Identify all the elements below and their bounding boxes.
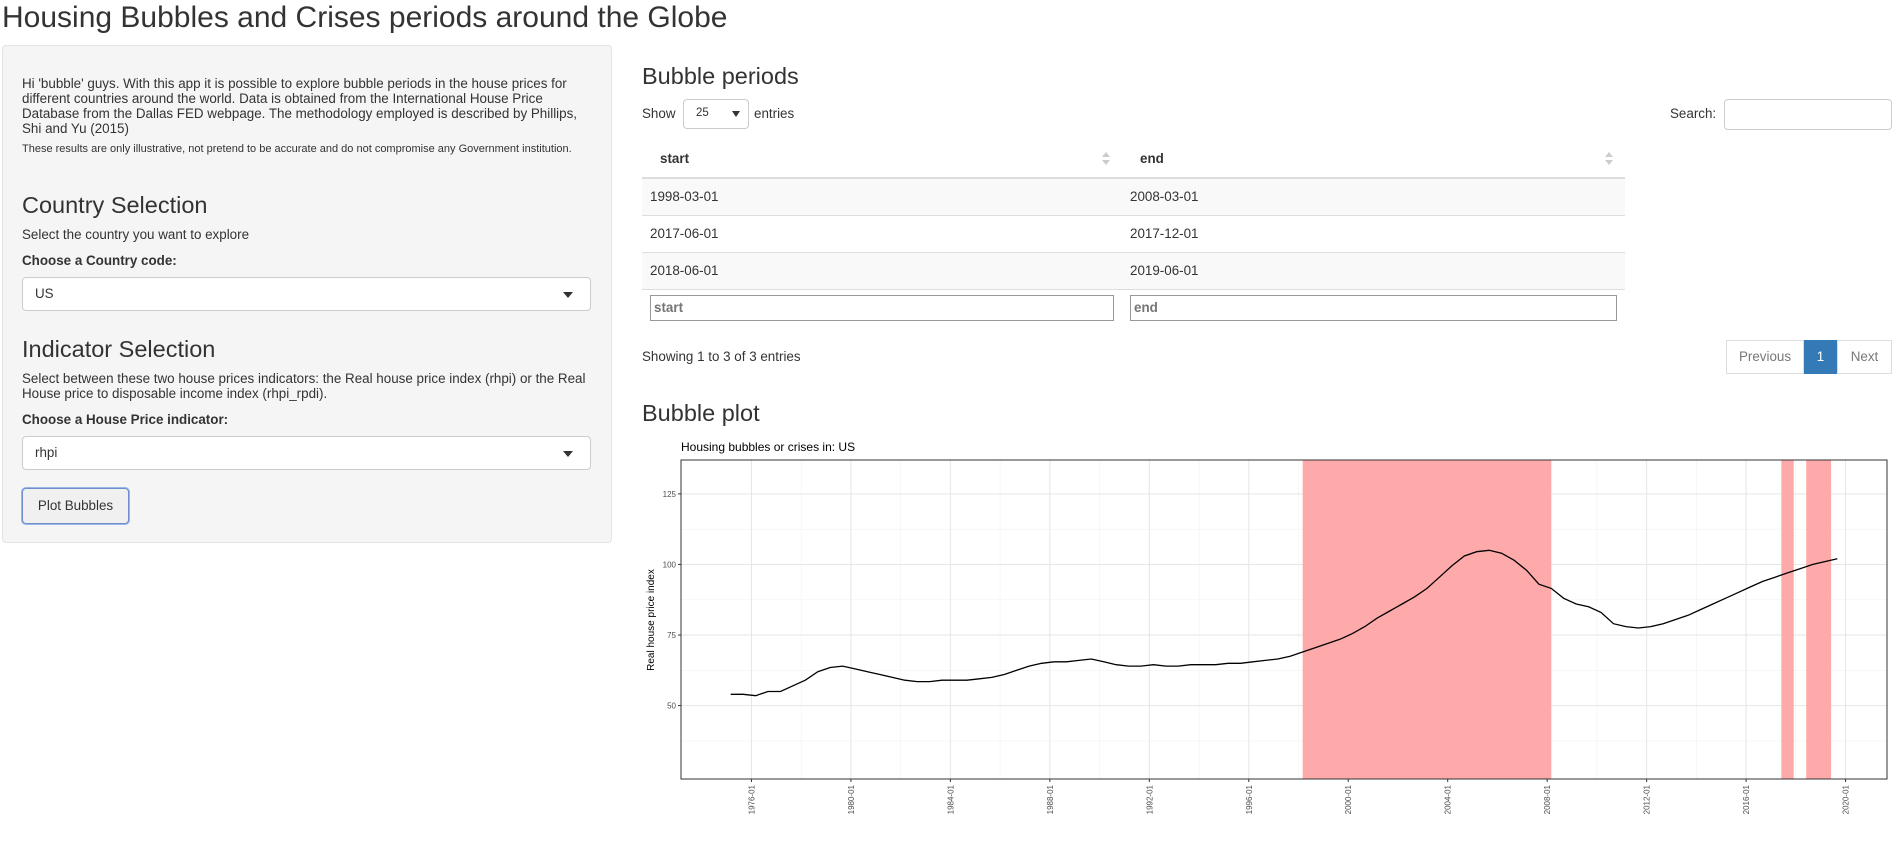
bubble-periods-title: Bubble periods — [642, 63, 799, 89]
x-tick-label: 1984-01 — [946, 784, 955, 814]
x-tick-label: 2012-01 — [1643, 784, 1652, 814]
y-axis-label: Real house price index — [646, 569, 657, 671]
sidebar-panel: Hi 'bubble' guys. With this app it is po… — [2, 45, 612, 543]
table-cell: 2018-06-01 — [642, 251, 1122, 289]
bubble-plot: Housing bubbles or crises in: US 50 75 100… — [646, 440, 1888, 814]
search-input[interactable] — [1724, 99, 1892, 130]
y-tick-label: 50 — [667, 702, 676, 711]
column-header-end[interactable]: end — [1122, 140, 1625, 179]
entries-label: entries — [754, 106, 795, 121]
table-row[interactable]: 1998-03-01 2008-03-01 — [642, 177, 1625, 215]
country-select[interactable]: US — [22, 277, 591, 311]
y-tick-label: 100 — [663, 560, 677, 569]
column-header-start[interactable]: start — [642, 140, 1122, 179]
series-line — [730, 549, 1838, 697]
table-cell: 1998-03-01 — [642, 177, 1122, 215]
previous-page-button[interactable]: Previous — [1726, 340, 1804, 374]
indicator-select-value: rhpi — [35, 445, 58, 460]
bubble-plot-title: Bubble plot — [642, 400, 760, 426]
page-length-select[interactable]: 25 — [683, 99, 749, 129]
x-tick-label: 1992-01 — [1145, 784, 1154, 814]
column-header-label: end — [1140, 151, 1164, 166]
end-filter-input[interactable] — [1130, 294, 1617, 321]
x-tick-label: 2000-01 — [1344, 784, 1353, 814]
plot-bubbles-button[interactable]: Plot Bubbles — [22, 488, 129, 524]
page-length-value: 25 — [696, 107, 709, 119]
table-cell: 2017-06-01 — [642, 214, 1122, 252]
indicator-section-title: Indicator Selection — [22, 336, 216, 362]
table-row[interactable]: 2017-06-01 2017-12-01 — [642, 214, 1625, 252]
show-label: Show — [642, 106, 676, 121]
page-1-button[interactable]: 1 — [1804, 340, 1837, 374]
column-header-label: start — [660, 151, 690, 166]
plot-panel — [681, 460, 1887, 779]
country-select-label: Choose a Country code: — [22, 253, 177, 268]
indicator-select-label: Choose a House Price indicator: — [22, 412, 229, 427]
indicator-section-description: Select between these two house prices in… — [22, 371, 586, 401]
x-tick-label: 1976-01 — [747, 784, 756, 814]
filter-row — [642, 288, 1625, 326]
table-cell: 2019-06-01 — [1122, 251, 1625, 289]
intro-text: Hi 'bubble' guys. With this app it is po… — [22, 76, 578, 136]
disclaimer-text: These results are only illustrative, not… — [22, 143, 572, 155]
y-tick-label: 75 — [667, 631, 676, 640]
x-tick-label: 2016-01 — [1742, 784, 1751, 814]
next-page-button[interactable]: Next — [1837, 340, 1892, 374]
plot-border — [680, 459, 1888, 780]
dropdown-caret-icon — [563, 451, 573, 457]
x-tick-label: 1980-01 — [847, 784, 856, 814]
start-filter-input[interactable] — [650, 294, 1114, 321]
table-cell: 2017-12-01 — [1122, 214, 1625, 252]
bubble-period-band — [1302, 460, 1552, 779]
country-section-title: Country Selection — [22, 192, 208, 218]
x-tick-label: 1996-01 — [1245, 784, 1254, 814]
chart-title: Housing bubbles or crises in: US — [681, 440, 855, 454]
dropdown-caret-icon — [732, 111, 740, 117]
country-select-value: US — [35, 286, 54, 301]
country-section-description: Select the country you want to explore — [22, 227, 250, 242]
x-tick-label: 2020-01 — [1842, 784, 1851, 814]
indicator-select[interactable]: rhpi — [22, 436, 591, 470]
table-cell: 2008-03-01 — [1122, 177, 1625, 215]
x-tick-label: 1988-01 — [1046, 784, 1055, 814]
sort-icon — [1605, 152, 1613, 166]
y-tick-label: 125 — [663, 490, 677, 499]
bubble-period-band — [1781, 460, 1794, 779]
x-tick-label: 2008-01 — [1543, 784, 1552, 814]
dropdown-caret-icon — [563, 292, 573, 298]
bubble-periods-table: start end 1998-03-01 2008-03-01 2017-06-… — [642, 140, 1625, 326]
x-tick-label: 2004-01 — [1444, 784, 1453, 814]
bubble-period-band — [1806, 460, 1832, 779]
sort-icon — [1102, 152, 1110, 166]
page-title: Housing Bubbles and Crises periods aroun… — [2, 1, 728, 34]
search-label: Search: — [1670, 106, 1717, 121]
table-row[interactable]: 2018-06-01 2019-06-01 — [642, 251, 1625, 289]
table-info: Showing 1 to 3 of 3 entries — [642, 349, 801, 364]
